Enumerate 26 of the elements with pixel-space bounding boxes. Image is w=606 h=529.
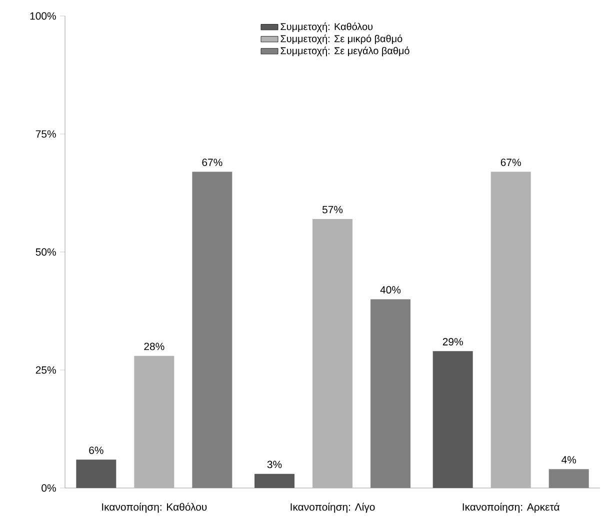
data-label: 67% (202, 158, 222, 166)
data-label: 6% (89, 446, 104, 454)
data-label: 4% (562, 456, 576, 464)
bar (490, 172, 531, 488)
legend-label: Συμμετοχή: Σε μικρό βαθμό (280, 34, 402, 44)
bar (134, 356, 174, 488)
x-tick-label: Ικανοποίηση: Αρκετά (462, 502, 560, 513)
legend-label: Συμμετοχή: Καθόλου (280, 22, 373, 32)
y-tick-label: 100% (30, 12, 56, 20)
y-tick-label: 25% (36, 366, 56, 374)
bar (312, 218, 353, 488)
y-tick-label: 0% (42, 484, 56, 492)
y-tick-label: 50% (36, 248, 56, 256)
data-label: 3% (267, 460, 282, 468)
y-tick-label: 75% (36, 130, 56, 138)
legend-label: Συμμετοχή: Σε μεγάλο βαθμό (280, 46, 410, 56)
data-label: 67% (500, 158, 521, 166)
x-tick-label: Ικανοποίηση: Λίγο (290, 502, 375, 513)
bar (76, 460, 116, 488)
bar (432, 351, 473, 488)
x-tick-label: Ικανοποίηση: Καθόλου (102, 502, 207, 513)
data-label: 28% (144, 342, 164, 350)
data-label: 29% (442, 338, 463, 346)
data-label: 57% (322, 206, 343, 214)
data-label: 40% (380, 286, 401, 294)
bar (254, 474, 295, 488)
